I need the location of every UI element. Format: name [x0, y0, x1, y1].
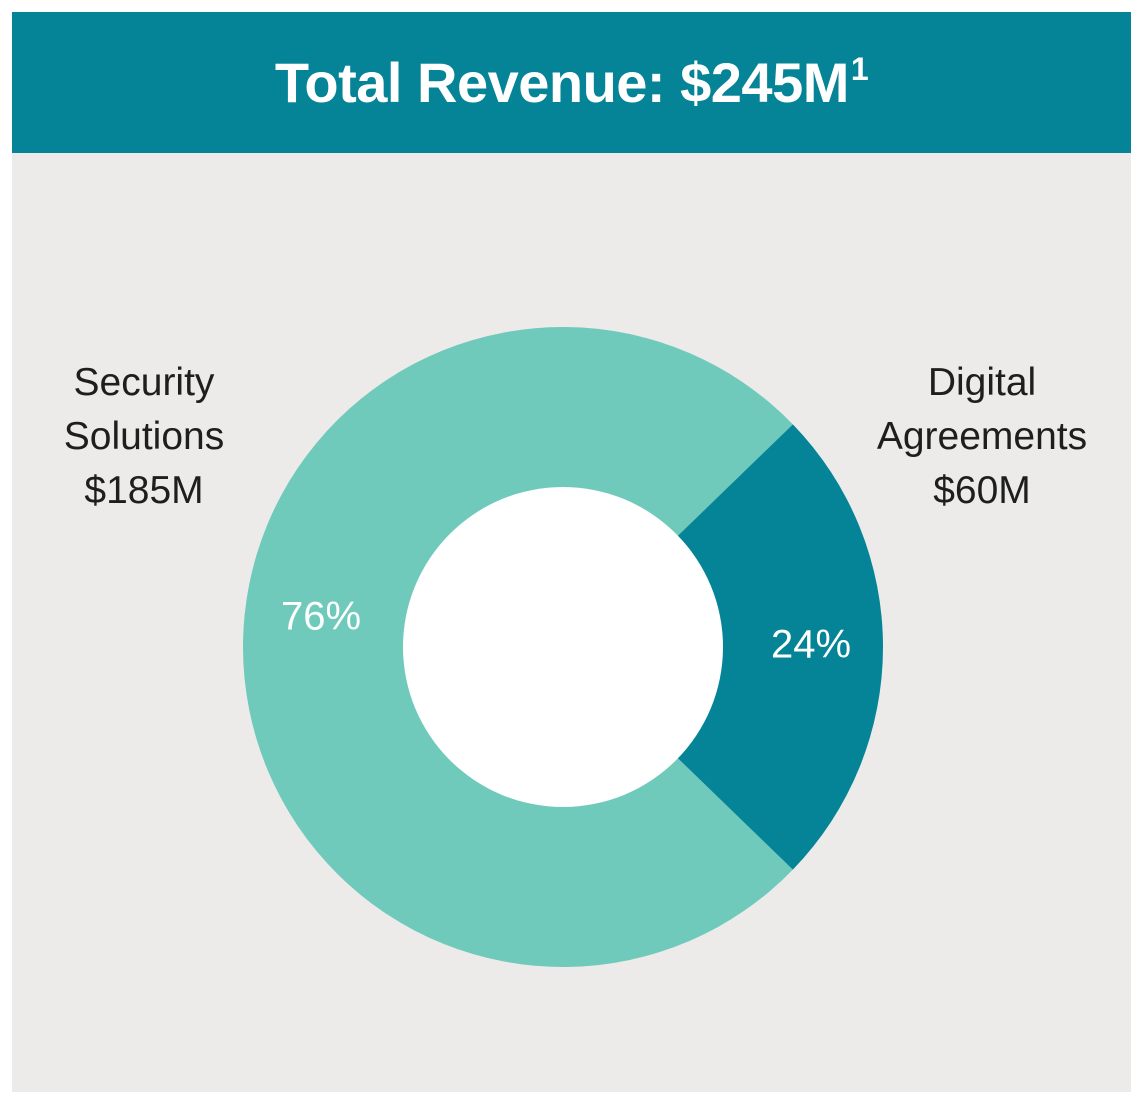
chart-title: Total Revenue: $245M1	[274, 50, 869, 115]
category-amount: $60M	[933, 469, 1031, 512]
category-name-line: Security	[73, 361, 215, 404]
category-name-line: Agreements	[876, 415, 1088, 458]
category-label-digital-agreements: Digital Agreements $60M	[850, 356, 1114, 518]
category-name-line: Digital	[927, 361, 1037, 404]
chart-title-text: Total Revenue: $245M	[274, 51, 850, 114]
category-amount: $185M	[84, 469, 204, 512]
category-name-line: Solutions	[63, 415, 225, 458]
percent-label: 24%	[771, 623, 851, 667]
percent-label: 76%	[281, 595, 361, 639]
title-footnote-marker: 1	[850, 51, 869, 87]
category-label-security-solutions: Security Solutions $185M	[30, 356, 258, 518]
percent-labels: 76% 24%	[281, 595, 851, 667]
donut-hole	[403, 487, 723, 807]
chart-header: Total Revenue: $245M1	[12, 12, 1131, 153]
